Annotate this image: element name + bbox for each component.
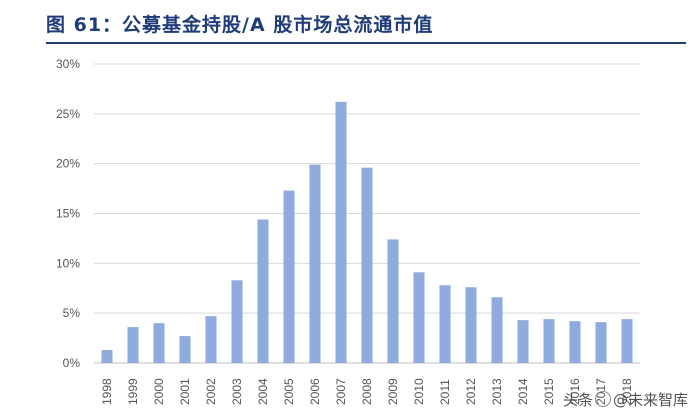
bar-1999 (127, 327, 139, 363)
bar-2017 (595, 322, 607, 363)
watermark-handle: @未来智库 (612, 391, 688, 409)
bar-2018 (621, 319, 633, 363)
bar-2010 (413, 272, 425, 363)
title-underline (46, 42, 686, 44)
x-tick-label: 2000 (152, 378, 166, 405)
bar-2007 (335, 101, 347, 363)
x-tick-label: 2009 (386, 378, 400, 405)
x-tick-label: 2012 (464, 378, 478, 405)
bar-2002 (205, 316, 217, 363)
y-tick-label: 5% (63, 306, 81, 320)
x-tick-label: 2014 (516, 378, 530, 405)
x-tick-label: 2018 (620, 378, 634, 405)
x-tick-label: 1999 (126, 378, 140, 405)
bar-2014 (517, 320, 529, 363)
bar-2006 (309, 164, 321, 363)
bar-2005 (283, 190, 295, 363)
bar-2000 (153, 323, 165, 363)
bar-2003 (231, 280, 243, 363)
x-tick-label: 2007 (334, 378, 348, 405)
bar-2008 (361, 167, 373, 363)
bar-2012 (465, 287, 477, 363)
x-tick-label: 2013 (490, 378, 504, 405)
watermark-logo-icon (594, 391, 611, 407)
bar-1998 (101, 350, 113, 363)
bar-2016 (569, 321, 581, 363)
bar-2009 (387, 239, 399, 363)
bar-layer (101, 101, 633, 363)
x-tick-label: 2008 (360, 378, 374, 405)
y-tick-label: 30% (56, 57, 80, 71)
x-tick-label: 2002 (204, 378, 218, 405)
x-tick-label: 2016 (568, 378, 582, 405)
chart-title: 图 61：公募基金持股/A 股市场总流通市值 (46, 14, 434, 36)
y-tick-label: 10% (56, 256, 80, 270)
watermark-prefix: 头条 (562, 391, 593, 409)
bar-2015 (543, 319, 555, 363)
bar-2013 (491, 297, 503, 363)
x-tick-label: 2004 (256, 378, 270, 405)
chart-title-bar: 图 61：公募基金持股/A 股市场总流通市值 (46, 6, 686, 44)
bar-2001 (179, 336, 191, 363)
x-tick-label: 2010 (412, 378, 426, 405)
x-tick-label: 2005 (282, 378, 296, 405)
y-tick-label: 15% (56, 207, 80, 221)
y-axis-ticks: 0% 5% 10% 15% 20% 25% 30% (56, 57, 80, 370)
x-axis-ticks: 1998 1999 2000 2001 2002 2003 2004 2005 2006 2007… (100, 378, 634, 405)
watermark: 头条 @未来智库 (563, 389, 688, 410)
bar-2004 (257, 219, 269, 363)
y-tick-label: 20% (56, 157, 80, 171)
x-tick-label: 2001 (178, 378, 192, 405)
x-tick-label: 2006 (308, 378, 322, 405)
y-tick-label: 25% (56, 107, 80, 121)
y-tick-label: 0% (63, 356, 81, 370)
bar-2011 (439, 285, 451, 363)
x-tick-label: 2015 (542, 378, 556, 405)
x-tick-label: 2011 (438, 379, 452, 405)
x-tick-label: 2003 (230, 378, 244, 405)
x-tick-label: 1998 (100, 378, 114, 405)
